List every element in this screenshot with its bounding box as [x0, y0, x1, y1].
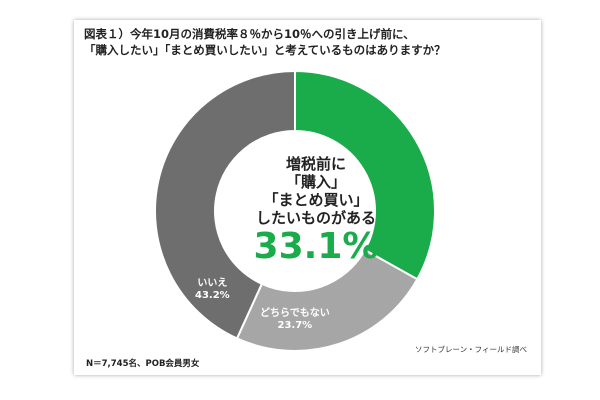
- sample-note: N＝7,745名、POB会員男女: [86, 359, 200, 369]
- center-line-3: 「まとめ買い」: [263, 191, 369, 209]
- title-line-2: 「購入したい」「まとめ買いしたい」と考えているものはありますか？: [84, 43, 446, 57]
- slice-label-no-name: いいえ: [197, 278, 228, 289]
- slice-label-neither-pct: 23.7%: [277, 320, 313, 331]
- center-line-4: したいものがある: [255, 209, 376, 227]
- slice-label-no: いいえ 43.2%: [195, 278, 230, 302]
- chart-card: 図表１）今年10月の消費税率８％から10％への引き上げ前に、 「購入したい」「ま…: [74, 20, 541, 375]
- slice-label-neither: どちらでもない 23.7%: [260, 308, 330, 332]
- chart-title: 図表１）今年10月の消費税率８％から10％への引き上げ前に、 「購入したい」「ま…: [84, 26, 534, 58]
- center-label: 増税前に 「購入」 「まとめ買い」 したいものがある 33.1%: [239, 155, 393, 267]
- slice-no: [154, 69, 296, 340]
- title-line-1: 図表１）今年10月の消費税率８％から10％への引き上げ前に、: [84, 27, 415, 41]
- donut-chart: [154, 69, 436, 352]
- slice-neither: [235, 248, 419, 352]
- donut-slices: [154, 69, 436, 352]
- slice-label-neither-name: どちらでもない: [260, 308, 330, 319]
- source-note: ソフトブレーン・フィールド調べ: [415, 345, 527, 354]
- slice-yes: [294, 69, 436, 281]
- slice-label-no-pct: 43.2%: [195, 290, 230, 301]
- center-value: 33.1%: [253, 226, 379, 267]
- center-line-2: 「購入」: [285, 173, 346, 191]
- center-line-1: 増税前に: [285, 155, 346, 173]
